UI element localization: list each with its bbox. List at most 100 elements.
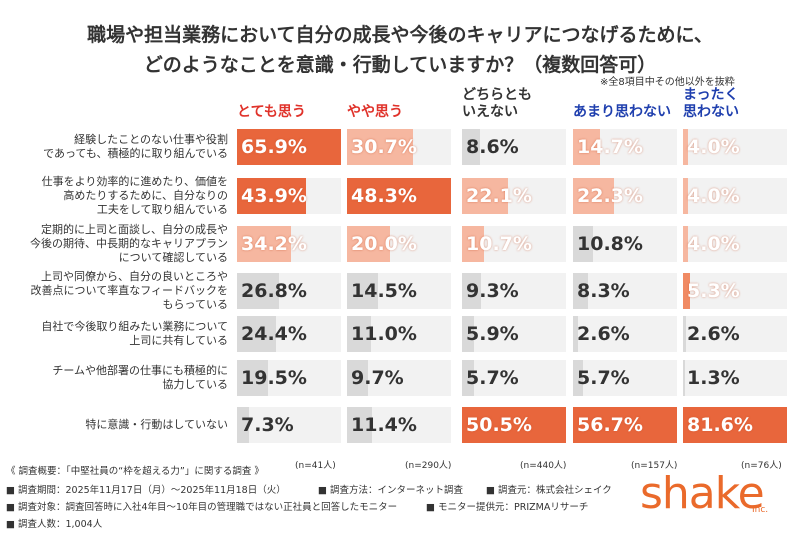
bar — [683, 178, 689, 214]
cell-background — [683, 360, 787, 396]
footer-method: ■ 調査方法：インターネット調査 — [318, 485, 463, 496]
row-label: 定期的に上司と面談し、自分の成長や 今後の期待、中長期的なキャリアプラン につい… — [30, 223, 228, 264]
value-label: 2.6% — [577, 323, 630, 345]
bar — [683, 407, 787, 443]
bar — [237, 316, 276, 352]
value-label: 81.6% — [687, 414, 753, 436]
row-label: 上司や同僚から、自分の良いところや 改善点について率直なフィードバックを もらっ… — [30, 270, 228, 311]
value-label: 9.7% — [351, 367, 404, 389]
row-label: 自社で今後取り組みたい業務について 上司に共有している — [41, 320, 228, 347]
n-label: (n=157人) — [631, 461, 678, 471]
cell-background — [462, 316, 566, 352]
bar — [347, 360, 368, 396]
bar — [347, 407, 372, 443]
footer-source: ■ 調査元：株式会社シェイク — [486, 485, 612, 496]
value-label: 50.5% — [466, 414, 532, 436]
bar — [683, 316, 687, 352]
cell-background — [237, 407, 341, 443]
row-label: チームや他部署の仕事にも積極的に 協力している — [52, 364, 228, 391]
value-label: 5.3% — [687, 280, 740, 302]
bar — [683, 226, 689, 262]
bar — [237, 273, 280, 309]
value-label: 1.3% — [687, 367, 740, 389]
bar — [462, 129, 480, 165]
value-label: 2.6% — [687, 323, 740, 345]
value-label: 24.4% — [241, 323, 307, 345]
bar — [573, 316, 578, 352]
cell-background — [462, 360, 566, 396]
bar — [573, 360, 584, 396]
value-label: 9.3% — [466, 280, 519, 302]
value-label: 19.5% — [241, 367, 307, 389]
value-label: 14.7% — [577, 136, 643, 158]
value-label: 22.1% — [466, 185, 532, 207]
value-label: 14.5% — [351, 280, 417, 302]
cell-background — [573, 316, 677, 352]
cell-background — [683, 273, 787, 309]
footer-period: ■ 調査期間：2025年11月17日（月）～2025年11月18日（火） — [6, 485, 286, 496]
value-label: 26.8% — [241, 280, 307, 302]
bar — [462, 178, 508, 214]
cell-background — [683, 316, 787, 352]
cell-background — [683, 226, 787, 262]
bar — [462, 316, 475, 352]
column-header: どちらとも いえない — [462, 87, 532, 120]
bar — [573, 178, 614, 214]
bar — [683, 129, 689, 165]
column-header: やや思う — [347, 104, 403, 120]
chart-title: 職場や担当業務において自分の成長や今後のキャリアにつなげるために、 どのようなこ… — [87, 24, 713, 76]
column-header: あまり思わない — [573, 104, 671, 120]
bar — [683, 360, 685, 396]
footer-count: ■ 調査人数：1,004人 — [6, 519, 103, 530]
bar — [237, 407, 249, 443]
bar — [237, 360, 268, 396]
value-label: 10.8% — [577, 233, 643, 255]
value-label: 5.7% — [577, 367, 630, 389]
bar — [237, 129, 341, 165]
value-label: 10.7% — [466, 233, 532, 255]
bar — [462, 360, 474, 396]
value-label: 5.7% — [466, 367, 519, 389]
note: ※全8項目中その他以外を抜粋 — [600, 77, 735, 88]
value-label: 65.9% — [241, 136, 307, 158]
cell-background — [683, 129, 787, 165]
value-label: 56.7% — [577, 414, 643, 436]
cell-background — [573, 360, 677, 396]
bar — [347, 129, 414, 165]
value-label: 8.3% — [577, 280, 630, 302]
bar — [347, 226, 391, 262]
bar — [347, 273, 379, 309]
footer-provider: ■ モニター提供元：PRIZMAリサーチ — [426, 502, 589, 513]
value-label: 4.0% — [687, 233, 740, 255]
bar — [237, 226, 291, 262]
value-label: 11.0% — [351, 323, 417, 345]
n-label: (n=440人) — [520, 461, 567, 471]
bar — [347, 316, 371, 352]
value-label: 22.3% — [577, 185, 643, 207]
value-label: 30.7% — [351, 136, 417, 158]
cell-background — [573, 273, 677, 309]
row-label: 経験したことのない仕事や役割 であっても、積極的に取り組んでいる — [43, 133, 228, 160]
bar — [462, 273, 482, 309]
n-label: (n=290人) — [405, 461, 452, 471]
value-label: 7.3% — [241, 414, 294, 436]
column-header: まったく 思わない — [683, 87, 739, 120]
bar — [573, 129, 600, 165]
value-label: 48.3% — [351, 185, 417, 207]
row-label: 特に意識・行動はしていない — [85, 418, 228, 431]
value-label: 11.4% — [351, 414, 417, 436]
row-label: 仕事をより効率的に進めたり、価値を 高めたりするために、自分なりの 工夫をして取… — [41, 175, 228, 216]
n-label: (n=41人) — [295, 461, 336, 471]
value-label: 4.0% — [687, 136, 740, 158]
bar — [573, 273, 589, 309]
bar — [462, 226, 485, 262]
bar — [573, 226, 593, 262]
value-label: 5.9% — [466, 323, 519, 345]
value-label: 4.0% — [687, 185, 740, 207]
value-label: 43.9% — [241, 185, 307, 207]
value-label: 8.6% — [466, 136, 519, 158]
bar — [347, 178, 451, 214]
logo: shake — [640, 468, 765, 519]
footer-target: ■ 調査対象：調査回答時に入社4年目～10年目の管理職ではない正社員と回答したモ… — [6, 502, 398, 513]
